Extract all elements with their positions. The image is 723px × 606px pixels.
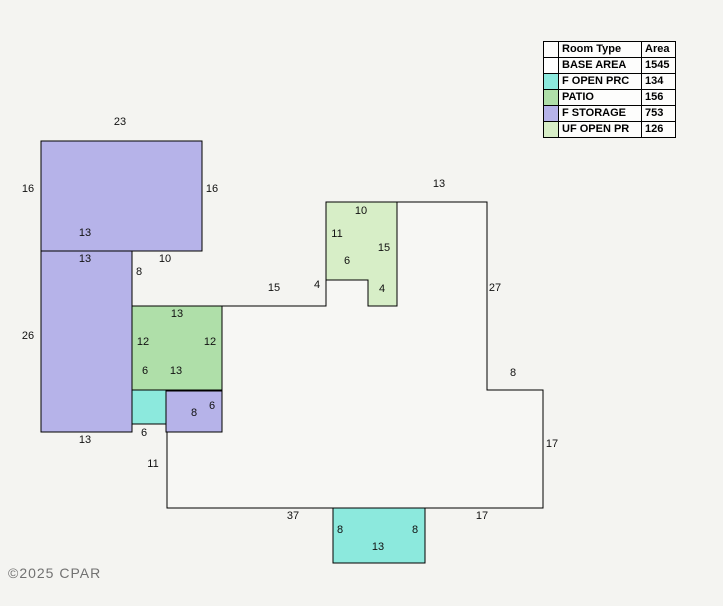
dimension-label: 6	[141, 365, 149, 377]
legend-row-f-storage: F STORAGE 753	[543, 105, 676, 122]
copyright-watermark: ©2025 CPAR	[8, 565, 102, 581]
patio	[131, 305, 223, 391]
legend-room-type: F OPEN PRC	[558, 73, 642, 90]
legend-area-value: 156	[641, 89, 676, 106]
f-open-porch-small	[131, 389, 167, 425]
legend-table: Room Type Area BASE AREA 1545 F OPEN PRC…	[543, 41, 676, 138]
dimension-label: 8	[336, 524, 344, 536]
dimension-label: 8	[135, 266, 143, 278]
dimension-label: 37	[286, 510, 300, 522]
legend-row-f-open-prc: F OPEN PRC 134	[543, 73, 676, 90]
dimension-label: 12	[203, 336, 217, 348]
legend-header-room-type: Room Type	[558, 41, 642, 58]
dimension-label: 4	[378, 283, 386, 295]
dimension-label: 8	[190, 407, 198, 419]
f-open-prc-swatch	[543, 73, 559, 90]
uf-open-porch	[325, 201, 398, 307]
dimension-label: 16	[205, 183, 219, 195]
patio-swatch	[543, 89, 559, 106]
legend-room-type: BASE AREA	[558, 57, 642, 74]
dimension-label: 13	[78, 227, 92, 239]
dimension-label: 12	[136, 336, 150, 348]
dimension-label: 8	[411, 524, 419, 536]
legend-row-base-area: BASE AREA 1545	[543, 57, 676, 74]
dimension-label: 26	[21, 330, 35, 342]
legend-swatch-header	[543, 41, 559, 58]
f-open-porch-bottom	[332, 507, 426, 564]
dimension-label: 13	[371, 541, 385, 553]
f-storage-upper	[40, 140, 203, 252]
dimension-label: 11	[331, 228, 343, 240]
legend-room-type: PATIO	[558, 89, 642, 106]
dimension-label: 10	[158, 253, 172, 265]
legend-area-value: 134	[641, 73, 676, 90]
legend-area-value: 753	[641, 105, 676, 122]
f-storage-swatch	[543, 105, 559, 122]
f-storage-small	[165, 390, 223, 433]
legend-header-area: Area	[641, 41, 676, 58]
dimension-label: 13	[432, 178, 446, 190]
dimension-label: 17	[475, 510, 489, 522]
legend-area-value: 126	[641, 121, 676, 138]
legend-row-uf-open-pr: UF OPEN PR 126	[543, 121, 676, 138]
uf-open-pr-swatch	[543, 121, 559, 138]
dimension-label: 16	[21, 183, 35, 195]
dimension-label: 13	[170, 308, 184, 320]
legend-area-value: 1545	[641, 57, 676, 74]
dimension-label: 6	[343, 255, 351, 267]
dimension-label: 13	[169, 365, 183, 377]
legend-row-patio: PATIO 156	[543, 89, 676, 106]
dimension-label: 6	[140, 427, 148, 439]
dimension-label: 8	[509, 367, 517, 379]
dimension-label: 10	[354, 205, 368, 217]
base-area-swatch	[543, 57, 559, 74]
legend-room-type: UF OPEN PR	[558, 121, 642, 138]
legend-header-row: Room Type Area	[543, 41, 676, 58]
dimension-label: 15	[377, 242, 391, 254]
f-storage-lower	[40, 250, 133, 433]
dimension-label: 6	[208, 400, 216, 412]
dimension-label: 13	[78, 253, 92, 265]
legend-room-type: F STORAGE	[558, 105, 642, 122]
dimension-label: 4	[313, 279, 321, 291]
dimension-label: 17	[545, 438, 559, 450]
dimension-label: 15	[267, 282, 281, 294]
dimension-label: 27	[488, 282, 502, 294]
dimension-label: 23	[113, 116, 127, 128]
dimension-label: 11	[147, 458, 159, 470]
dimension-label: 13	[78, 434, 92, 446]
